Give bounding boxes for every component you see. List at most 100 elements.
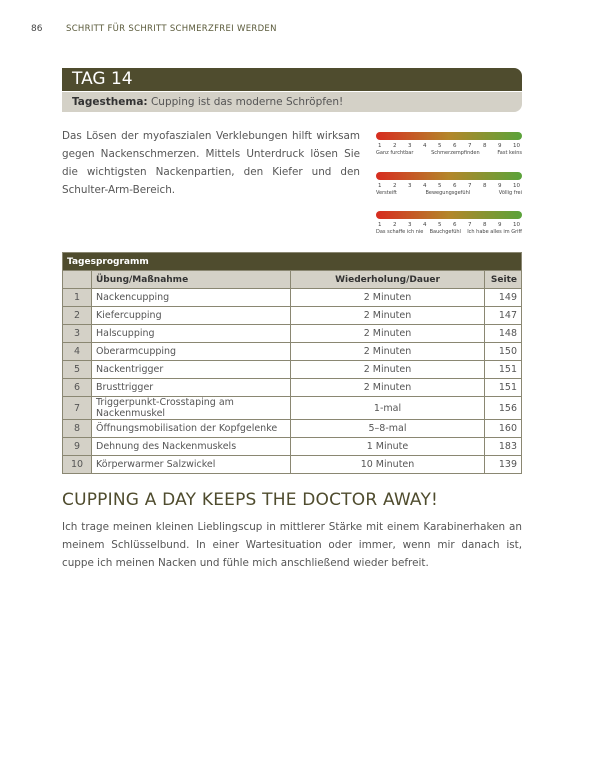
- row-number: 8: [62, 419, 92, 438]
- gradient-bar: [376, 211, 522, 219]
- scale-tick: 4: [423, 183, 427, 189]
- row-page: 148: [484, 324, 522, 343]
- scale-tick: 6: [453, 222, 457, 228]
- scale-left-label: Das schaffe ich nie: [376, 229, 424, 235]
- program-table: Tagesprogramm Übung/Maßnahme Wiederholun…: [62, 252, 522, 474]
- table-row: 2 Kiefercupping 2 Minuten 147: [62, 306, 522, 325]
- row-page: 160: [484, 419, 522, 438]
- row-page: 150: [484, 342, 522, 361]
- rating-scale: 1 2 3 4 5 6 7 8 9 10 Ganz furchtbar Schmerzempfinde…: [376, 132, 522, 156]
- row-duration: 2 Minuten: [290, 324, 485, 343]
- row-exercise: Oberarmcupping: [91, 342, 291, 361]
- scale-tick: 5: [438, 222, 442, 228]
- scale-tick: 4: [423, 143, 427, 149]
- scale-tick: 3: [408, 183, 412, 189]
- scale-left-label: Versteift: [376, 190, 397, 196]
- row-number: 5: [62, 360, 92, 379]
- scale-tick: 5: [438, 143, 442, 149]
- scale-tick: 7: [468, 183, 472, 189]
- day-theme: Tagesthema: Cupping ist das moderne Schr…: [62, 92, 522, 112]
- row-exercise: Nackentrigger: [91, 360, 291, 379]
- scale-right-label: Ich habe alles im Griff: [467, 229, 522, 235]
- scale-tick: 7: [468, 143, 472, 149]
- header-number: [62, 270, 92, 289]
- intro-text: Das Lösen der myofaszialen Verklebungen …: [62, 130, 360, 196]
- table-row: 6 Brusttrigger 2 Minuten 151: [62, 378, 522, 397]
- row-duration: 2 Minuten: [290, 360, 485, 379]
- header-exercise: Übung/Maßnahme: [91, 270, 291, 289]
- scale-tick: 2: [393, 183, 397, 189]
- scale-tick: 9: [498, 143, 502, 149]
- scale-ticks: 1 2 3 4 5 6 7 8 9 10: [376, 222, 522, 228]
- table-row: 1 Nackencupping 2 Minuten 149: [62, 288, 522, 307]
- rating-scale: 1 2 3 4 5 6 7 8 9 10 Versteift Bewegungsgefühl Völli…: [376, 172, 522, 196]
- scale-tick: 10: [513, 143, 520, 149]
- row-number: 7: [62, 396, 92, 420]
- row-exercise: Halscupping: [91, 324, 291, 343]
- table-row: 4 Oberarmcupping 2 Minuten 150: [62, 342, 522, 361]
- scale-right-label: Völlig frei: [498, 190, 522, 196]
- scale-tick: 4: [423, 222, 427, 228]
- table-row: 8 Öffnungsmobilisation der Kopfgelenke 5–8…: [62, 419, 522, 438]
- scale-mid-label: Schmerzempfinden: [431, 150, 480, 156]
- scale-tick: 9: [498, 222, 502, 228]
- gradient-bar: [376, 172, 522, 180]
- gradient-bar: [376, 132, 522, 140]
- row-exercise: Öffnungsmobilisation der Kopfgelenke: [91, 419, 291, 438]
- row-number: 4: [62, 342, 92, 361]
- theme-label: Tagesthema:: [72, 96, 148, 108]
- row-exercise: Nackencupping: [91, 288, 291, 307]
- row-page: 156: [484, 396, 522, 420]
- section-body: Ich trage meinen kleinen Lieblingscup in…: [62, 521, 522, 569]
- theme-text: Cupping ist das moderne Schröpfen!: [147, 96, 344, 108]
- row-number: 10: [62, 455, 92, 474]
- day-title: TAG 14: [62, 68, 522, 91]
- row-duration: 5–8-mal: [290, 419, 485, 438]
- scale-tick: 6: [453, 143, 457, 149]
- row-page: 151: [484, 378, 522, 397]
- row-exercise: Brusttrigger: [91, 378, 291, 397]
- row-duration: 2 Minuten: [290, 378, 485, 397]
- scale-tick: 1: [378, 183, 382, 189]
- scale-ticks: 1 2 3 4 5 6 7 8 9 10: [376, 143, 522, 149]
- running-title: SCHRITT FÜR SCHRITT SCHMERZFREI WERDEN: [66, 24, 277, 34]
- section-heading: CUPPING A DAY KEEPS THE DOCTOR AWAY!: [62, 490, 439, 510]
- table-title: Tagesprogramm: [62, 252, 522, 271]
- scale-ticks: 1 2 3 4 5 6 7 8 9 10: [376, 183, 522, 189]
- header-page: Seite: [484, 270, 522, 289]
- row-number: 1: [62, 288, 92, 307]
- row-duration: 2 Minuten: [290, 342, 485, 361]
- row-exercise: Dehnung des Nackenmuskels: [91, 437, 291, 456]
- row-number: 2: [62, 306, 92, 325]
- row-number: 9: [62, 437, 92, 456]
- table-row: 5 Nackentrigger 2 Minuten 151: [62, 360, 522, 379]
- row-duration: 1 Minute: [290, 437, 485, 456]
- row-duration: 1-mal: [290, 396, 485, 420]
- scale-tick: 5: [438, 183, 442, 189]
- scale-tick: 10: [513, 222, 520, 228]
- header-duration: Wiederholung/Dauer: [290, 270, 485, 289]
- scale-tick: 2: [393, 143, 397, 149]
- page-number: 86: [31, 24, 43, 34]
- table-row: 10 Körperwarmer Salzwickel 10 Minuten 139: [62, 455, 522, 474]
- rating-scale: 1 2 3 4 5 6 7 8 9 10 Das schaffe ich nie Bauchgefüh…: [376, 211, 522, 235]
- table-row: 3 Halscupping 2 Minuten 148: [62, 324, 522, 343]
- row-duration: 10 Minuten: [290, 455, 485, 474]
- scale-tick: 8: [483, 183, 487, 189]
- scale-tick: 8: [483, 143, 487, 149]
- table-row: 9 Dehnung des Nackenmuskels 1 Minute 183: [62, 437, 522, 456]
- scale-left-label: Ganz furchtbar: [376, 150, 414, 156]
- row-page: 147: [484, 306, 522, 325]
- scale-tick: 2: [393, 222, 397, 228]
- scale-mid-label: Bewegungsgefühl: [425, 190, 471, 196]
- row-exercise: Körperwarmer Salzwickel: [91, 455, 291, 474]
- row-duration: 2 Minuten: [290, 306, 485, 325]
- scale-tick: 3: [408, 222, 412, 228]
- scale-tick: 9: [498, 183, 502, 189]
- row-number: 6: [62, 378, 92, 397]
- scale-tick: 1: [378, 143, 382, 149]
- row-number: 3: [62, 324, 92, 343]
- row-exercise: Kiefercupping: [91, 306, 291, 325]
- scale-tick: 6: [453, 183, 457, 189]
